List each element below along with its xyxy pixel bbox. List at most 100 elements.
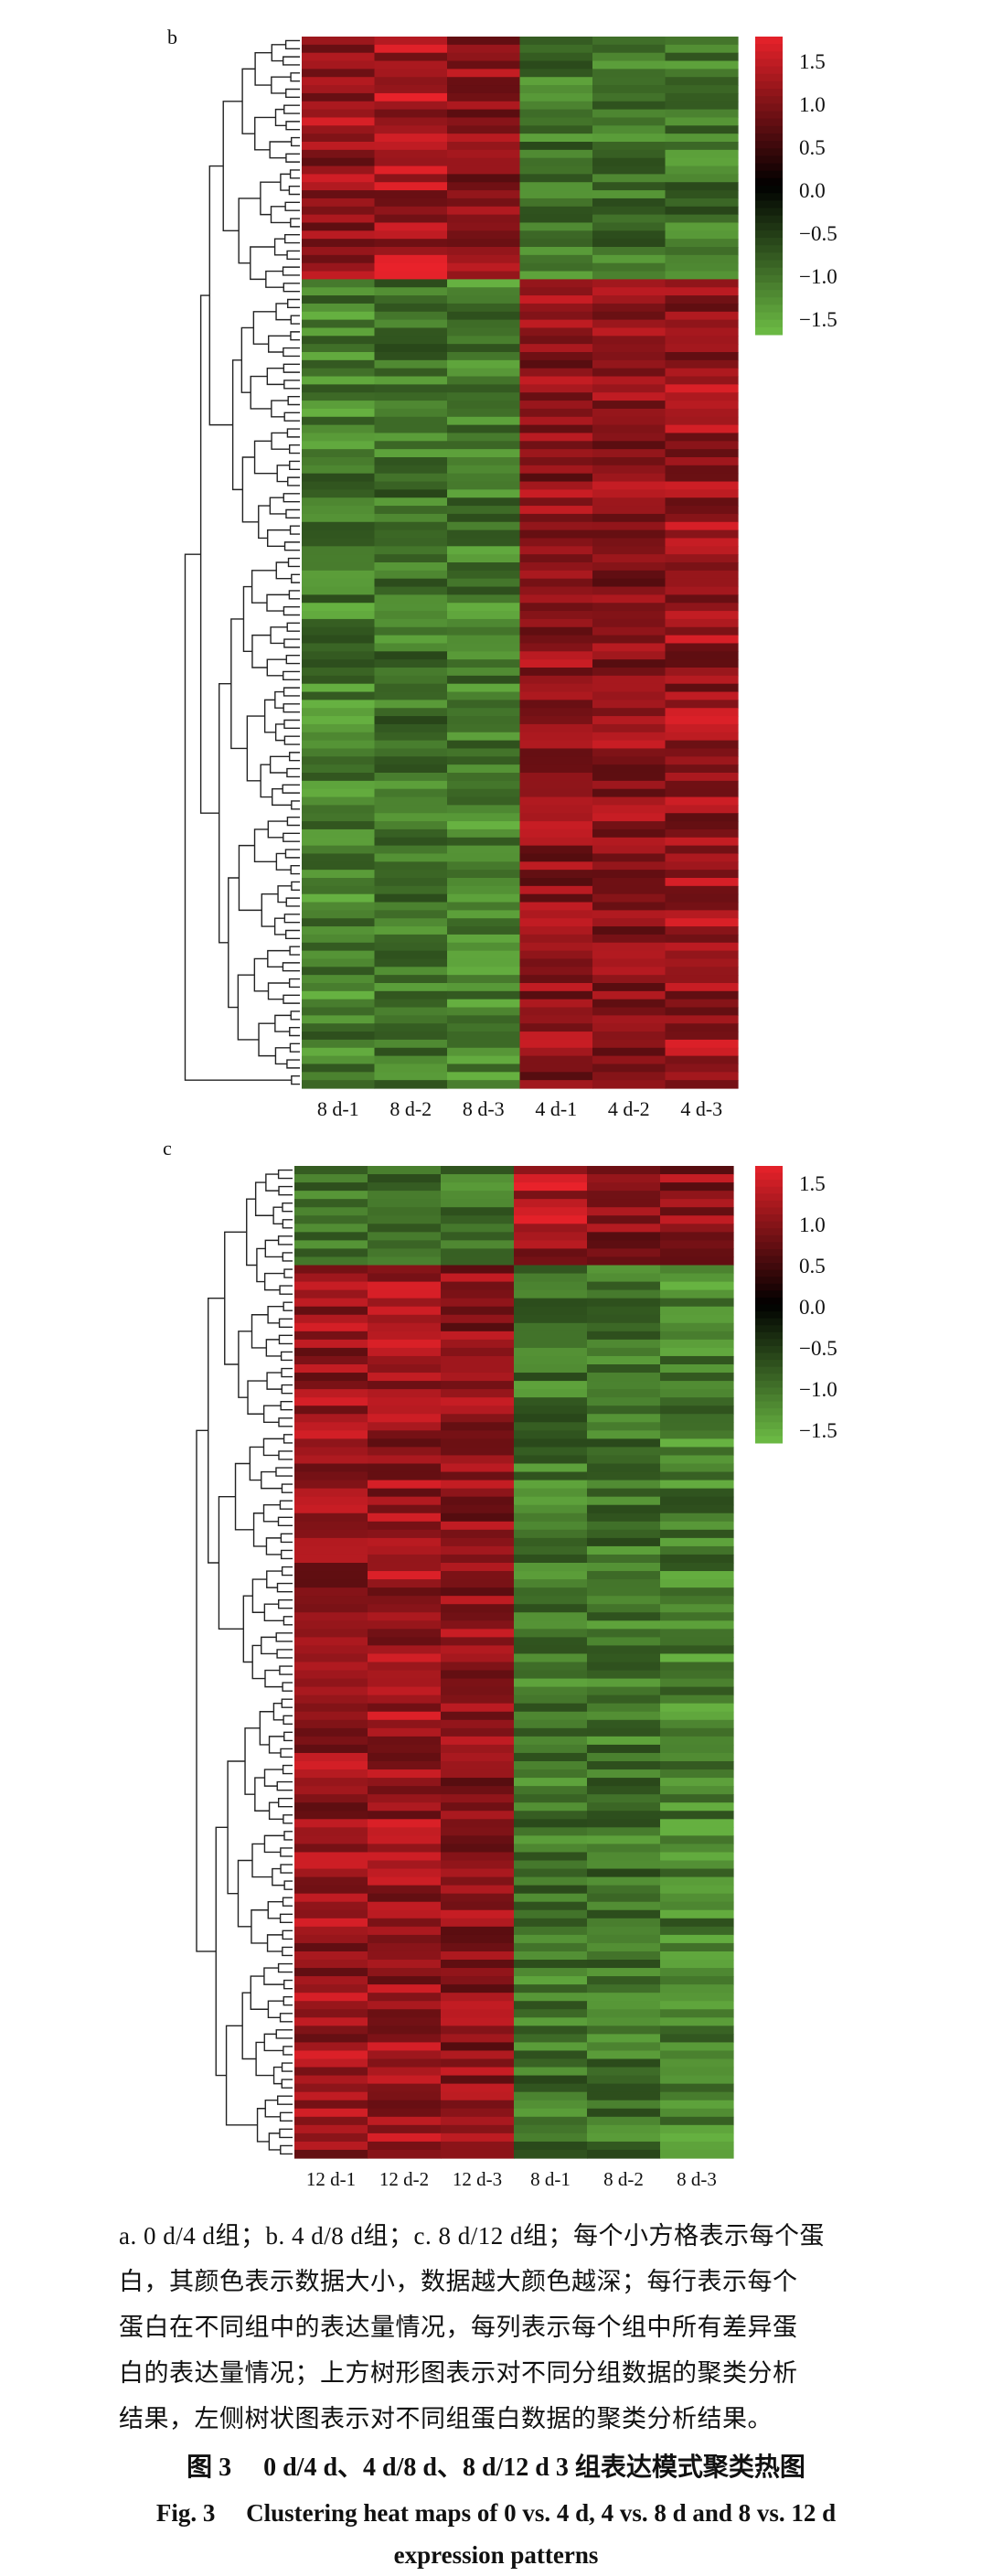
heatmap-cell <box>441 1926 515 1936</box>
heatmap-cell <box>302 578 376 588</box>
heatmap-cell <box>441 1596 515 1605</box>
heatmap-cell <box>374 109 448 119</box>
heatmap-cell <box>374 837 448 847</box>
heatmap-cell <box>519 805 593 814</box>
heatmap-cell <box>374 85 448 94</box>
heatmap-cell <box>519 1039 593 1049</box>
heatmap-cell <box>374 780 448 790</box>
heatmap-cell <box>660 1373 734 1382</box>
heatmap-cell <box>519 214 593 224</box>
heatmap-cell <box>665 999 739 1009</box>
heatmap-cell <box>587 1819 661 1828</box>
heatmap-cell <box>294 2100 368 2110</box>
heatmap-cell <box>519 92 593 102</box>
heatmap-cell <box>592 69 667 78</box>
heatmap-cell <box>294 1612 368 1621</box>
heatmap-cell <box>441 1422 515 1431</box>
heatmap-cell <box>660 2034 734 2044</box>
heatmap-cell <box>374 401 448 410</box>
heatmap-cell <box>447 668 521 677</box>
colorbar-swatch <box>755 1180 783 1188</box>
heatmap-cell <box>447 376 521 385</box>
heatmap-cell <box>447 392 521 401</box>
heatmap-cell <box>374 893 448 903</box>
heatmap-cell <box>302 773 376 782</box>
heatmap-cell <box>441 1199 515 1208</box>
heatmap-cell <box>441 1719 515 1729</box>
heatmap-cell <box>447 408 521 418</box>
heatmap-cell <box>592 1064 667 1073</box>
heatmap-cell <box>374 92 448 102</box>
heatmap-cell <box>587 1355 661 1365</box>
heatmap-cell <box>302 303 376 313</box>
heatmap-cell <box>294 1835 368 1845</box>
heatmap-cell <box>660 1397 734 1406</box>
heatmap-cell <box>587 1256 661 1267</box>
heatmap-cell <box>441 1281 515 1291</box>
column-label: 8 d-1 <box>530 2168 571 2190</box>
heatmap-cell <box>447 521 521 531</box>
heatmap-cell <box>514 1868 588 1878</box>
heatmap-cell <box>514 1778 588 1787</box>
heatmap-cell <box>447 651 521 660</box>
heatmap-cell <box>368 2132 442 2143</box>
heatmap-cell <box>447 416 521 426</box>
heatmap-cell <box>302 85 376 94</box>
heatmap-cell <box>660 1587 734 1597</box>
heatmap-cell <box>519 85 593 94</box>
heatmap-cell <box>592 125 667 134</box>
heatmap-cell <box>519 109 593 119</box>
heatmap-cell <box>302 837 376 847</box>
heatmap-cell <box>374 1055 448 1065</box>
heatmap-cell <box>514 1215 588 1224</box>
heatmap-cell <box>665 157 739 167</box>
heatmap-cell <box>587 1240 661 1250</box>
heatmap-cell <box>587 1835 661 1845</box>
heatmap-cell <box>441 1942 515 1952</box>
heatmap-cell <box>592 780 667 790</box>
heatmap-cell <box>665 408 739 418</box>
colorbar-swatch <box>755 1352 783 1361</box>
heatmap-cell <box>302 870 376 879</box>
heatmap-cell <box>302 821 376 830</box>
heatmap-cell <box>660 1455 734 1465</box>
heatmap-cell <box>294 1778 368 1787</box>
colorbar-swatch <box>755 37 783 45</box>
colorbar-swatch <box>755 177 783 187</box>
heatmap-cell <box>514 1314 588 1324</box>
heatmap-cell <box>294 1984 368 1993</box>
heatmap-cell <box>447 546 521 555</box>
heatmap-cell <box>514 1339 588 1349</box>
heatmap-cell <box>374 424 448 434</box>
heatmap-cell <box>447 716 521 725</box>
heatmap-cell <box>665 1023 739 1032</box>
heatmap-cell <box>302 1031 376 1041</box>
heatmap-cell <box>441 1727 515 1737</box>
heatmap-cell <box>294 1844 368 1854</box>
heatmap-cell <box>660 1579 734 1588</box>
heatmap-cell <box>519 449 593 458</box>
heatmap-cell <box>587 1455 661 1465</box>
heatmap-cell <box>368 1537 442 1547</box>
colorbar-swatch <box>755 222 783 231</box>
heatmap-cell <box>447 635 521 645</box>
heatmap-cell <box>592 190 667 199</box>
heatmap-cell <box>294 1686 368 1696</box>
heatmap-cell <box>441 1298 515 1308</box>
heatmap-cell <box>519 999 593 1009</box>
heatmap-cell <box>374 441 448 450</box>
heatmap-cell <box>587 1579 661 1588</box>
heatmap-cell <box>302 344 376 353</box>
heatmap-cell <box>294 1678 368 1688</box>
heatmap-cell <box>592 384 667 393</box>
heatmap-cell <box>302 716 376 725</box>
heatmap-cell <box>441 1612 515 1621</box>
heatmap-cell <box>368 1512 442 1523</box>
heatmap-cell <box>447 489 521 498</box>
colorbar-swatch <box>755 1221 783 1229</box>
heatmap-cell <box>368 1761 442 1770</box>
heatmap-cell <box>514 2009 588 2018</box>
heatmap-cell <box>294 1918 368 1928</box>
heatmap-cell <box>592 336 667 345</box>
row-dendrogram <box>196 1169 293 2155</box>
